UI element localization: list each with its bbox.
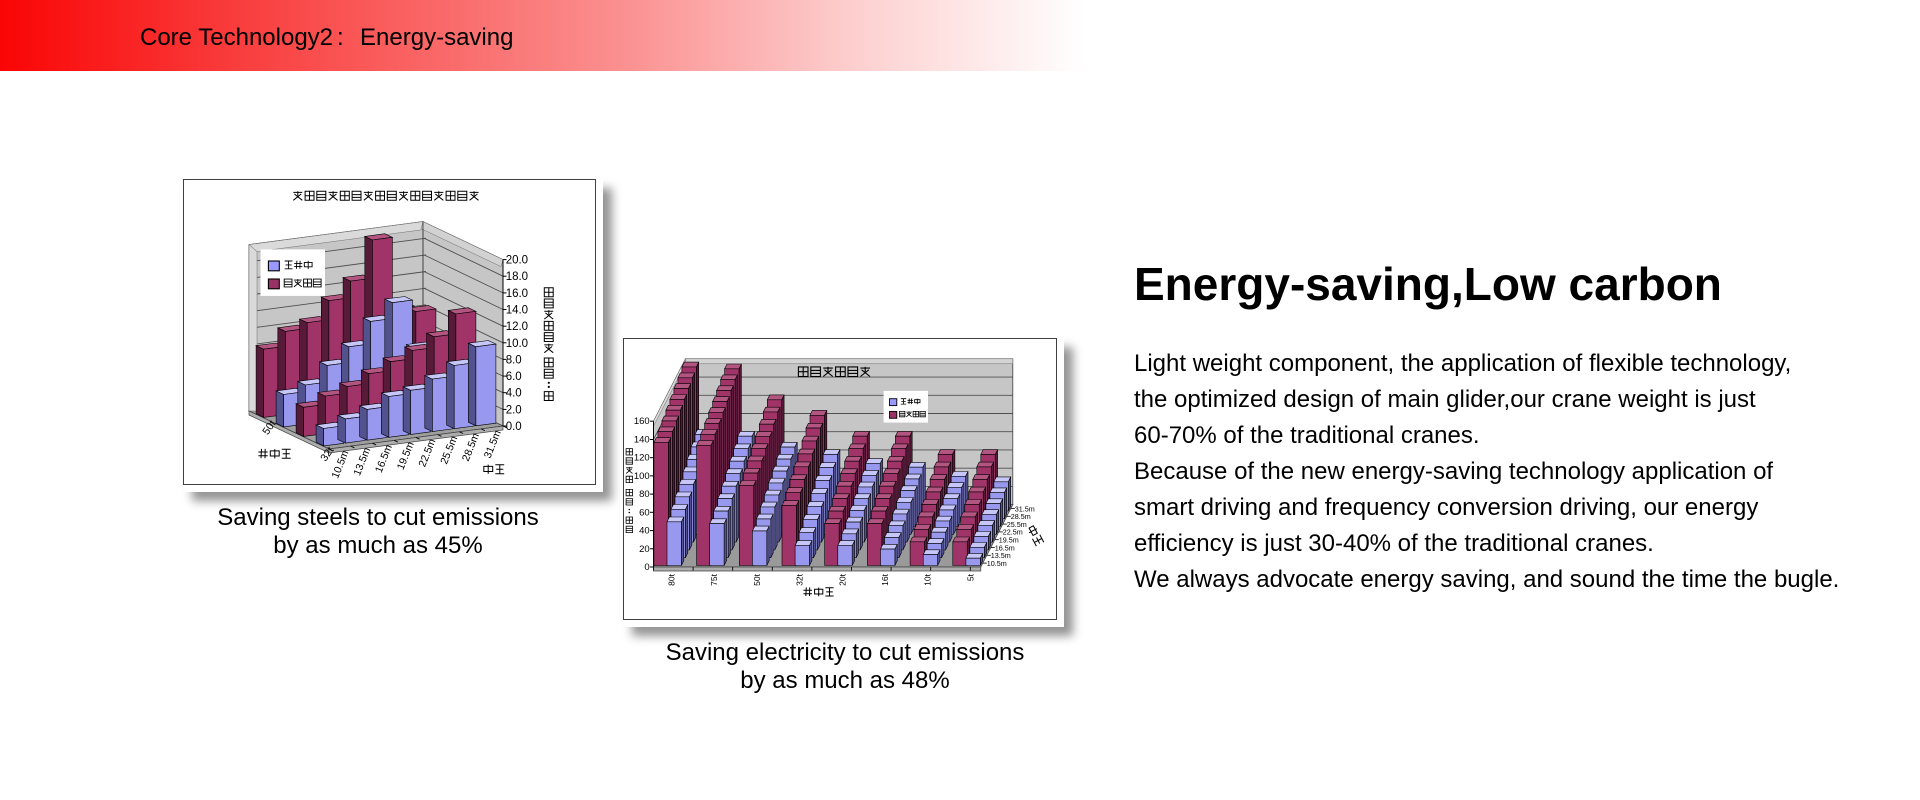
svg-text:14.0: 14.0 (506, 305, 528, 317)
svg-text:18.0: 18.0 (506, 271, 528, 283)
svg-text:19.5m: 19.5m (999, 536, 1019, 545)
svg-text:80t: 80t (667, 573, 677, 585)
svg-text:16t: 16t (880, 573, 890, 585)
svg-text:75t: 75t (709, 573, 719, 585)
svg-text:100: 100 (634, 471, 650, 482)
svg-text:20: 20 (639, 544, 650, 555)
svg-text:31.5m: 31.5m (1015, 504, 1035, 513)
svg-text:16.5m: 16.5m (995, 543, 1015, 552)
svg-text:25.5m: 25.5m (1007, 520, 1027, 529)
svg-text:20t: 20t (837, 573, 847, 585)
svg-text:40: 40 (639, 526, 650, 537)
svg-text:4.0: 4.0 (506, 388, 522, 400)
svg-text:8.0: 8.0 (506, 354, 522, 366)
svg-text:6.0: 6.0 (506, 371, 522, 383)
svg-text:5t: 5t (965, 573, 975, 581)
svg-text:16.0: 16.0 (506, 288, 528, 300)
svg-text:160: 160 (634, 416, 650, 427)
svg-text:120: 120 (634, 453, 650, 464)
svg-text:140: 140 (634, 435, 650, 446)
svg-text:12.0: 12.0 (506, 321, 528, 333)
svg-text:50t: 50t (752, 573, 762, 585)
svg-text:2.0: 2.0 (506, 404, 522, 416)
svg-text:22.5m: 22.5m (1003, 528, 1023, 537)
svg-text:0: 0 (644, 562, 649, 573)
svg-text:10t: 10t (923, 573, 933, 585)
svg-text:10.0: 10.0 (506, 338, 528, 350)
svg-text:28.5m: 28.5m (1011, 512, 1031, 521)
svg-text:20.0: 20.0 (506, 255, 528, 267)
svg-text:0.0: 0.0 (506, 421, 522, 433)
svg-text:60: 60 (639, 507, 650, 518)
svg-text:80: 80 (639, 489, 650, 500)
svg-text:32t: 32t (795, 573, 805, 585)
svg-text:10.5m: 10.5m (987, 559, 1007, 568)
svg-text:13.5m: 13.5m (991, 551, 1011, 560)
